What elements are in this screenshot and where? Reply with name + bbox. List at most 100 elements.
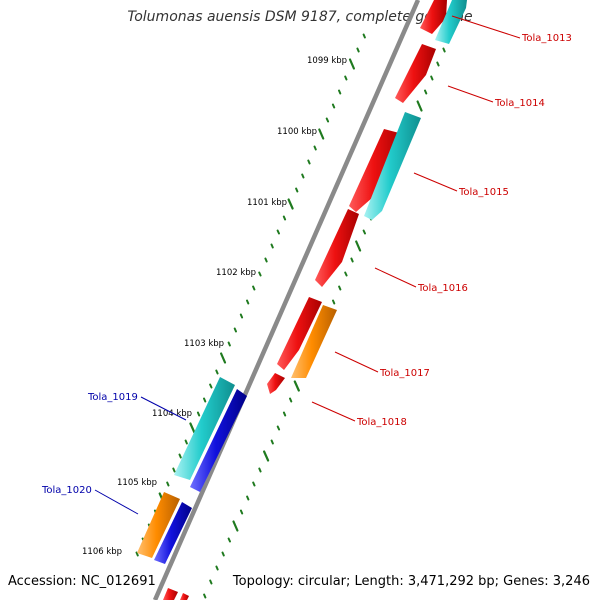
minor-tick [203,593,207,599]
minor-tick [436,61,440,67]
minor-tick [424,89,428,95]
major-tick [348,58,355,70]
accession-label: Accession: NC_012691 [8,574,156,589]
topology-label: Topology: circular; Length: 3,471,292 bp… [232,574,590,589]
kbp-ruler: 1099 kbp 1100 kbp 1101 kbp 1102 kbp 1103… [82,56,347,557]
minor-tick [356,47,360,53]
minor-tick [209,383,213,389]
gene-arrow-tola-1015[interactable] [349,129,403,212]
gene-label-tola-1020[interactable]: Tola_1020 [41,485,92,496]
gene-arrow-lower-red-2[interactable] [180,593,189,600]
gene-label-tola-1014[interactable]: Tola_1014 [494,98,545,109]
minor-tick [209,579,213,585]
gene-arrow-tola-1019-cyan[interactable] [174,377,235,480]
gene-arrow-tola-1019-blue[interactable] [190,389,247,492]
gene-arrow-tola-1013-cyan[interactable] [435,0,467,44]
gene-arrow-lower-red[interactable] [163,588,178,600]
gene-arrow-tola-1020-orange[interactable] [137,492,180,558]
gene-arrow-tola-1014[interactable] [395,44,436,103]
major-tick [263,450,270,462]
minor-tick [258,271,262,277]
kbp-label: 1102 kbp [216,268,256,278]
minor-tick [227,537,231,543]
minor-tick [227,341,231,347]
minor-tick [203,397,207,403]
callout-line [451,15,521,39]
gene-label-tola-1017[interactable]: Tola_1017 [379,368,430,379]
genome-title: Tolumonas auensis DSM 9187, complete gen… [127,9,473,25]
minor-tick [246,299,250,305]
minor-tick [252,285,256,291]
major-tick [287,198,294,210]
gene-arrow-tola-1017-orange[interactable] [291,305,337,378]
minor-tick [172,467,176,473]
minor-tick [221,551,225,557]
gene-label-tola-1018[interactable]: Tola_1018 [356,417,407,428]
major-tick [293,380,300,392]
outer-tick-dots [135,33,366,557]
gene-arrow-tola-1017[interactable] [277,297,322,370]
minor-tick [362,229,366,235]
kbp-label: 1100 kbp [277,127,317,137]
minor-tick [270,439,274,445]
genome-backbone [152,0,421,600]
minor-tick [442,47,446,53]
minor-tick [344,75,348,81]
major-tick [189,422,196,434]
minor-tick [276,229,280,235]
minor-tick [331,103,336,109]
minor-tick [295,187,299,193]
minor-tick [252,481,256,487]
gene-label-tola-1016[interactable]: Tola_1016 [417,283,468,294]
minor-tick [246,495,250,501]
major-tick [318,128,325,140]
gene-arrow-tola-1016[interactable] [315,209,359,287]
callout-line [447,85,494,103]
minor-tick [362,33,366,39]
callout-line [374,267,417,288]
major-tick [220,352,227,364]
minor-tick [301,173,305,179]
kbp-label: 1104 kbp [152,409,192,419]
minor-tick [430,75,434,81]
major-tick [355,240,362,252]
gene-arrow-tola-1020-blue[interactable] [154,502,192,564]
kbp-label: 1105 kbp [117,478,157,488]
minor-tick [332,299,336,305]
minor-tick [215,565,219,571]
minor-tick [270,243,274,249]
gene-arrow-tola-1013[interactable] [420,0,447,34]
minor-tick [350,257,354,263]
gene-callouts [94,15,521,515]
callout-line [140,396,187,421]
major-tick [232,520,239,532]
minor-tick [313,145,317,151]
kbp-label: 1101 kbp [247,198,287,208]
minor-tick [338,89,342,95]
feature-track [137,0,467,600]
minor-tick [307,159,311,165]
minor-tick [258,467,262,473]
minor-tick [282,215,287,221]
callout-line [334,351,379,373]
minor-tick [282,411,287,417]
minor-tick [196,411,201,417]
gene-label-tola-1019[interactable]: Tola_1019 [87,392,138,403]
gene-arrow-tola-1018[interactable] [267,373,285,394]
callout-line [94,489,139,515]
minor-tick [233,327,237,333]
minor-tick [184,439,188,445]
minor-tick [239,313,244,319]
minor-tick [325,117,330,123]
minor-tick [338,285,342,291]
kbp-label: 1099 kbp [307,56,347,66]
minor-tick [215,369,219,375]
gene-label-tola-1015[interactable]: Tola_1015 [458,187,509,198]
gene-arrow-tola-1015-cyan[interactable] [364,112,421,220]
minor-tick [289,397,293,403]
major-tick [416,100,423,112]
gene-labels: Tola_1013 Tola_1014 Tola_1015 Tola_1016 … [41,33,572,496]
gene-label-tola-1013[interactable]: Tola_1013 [521,33,572,44]
